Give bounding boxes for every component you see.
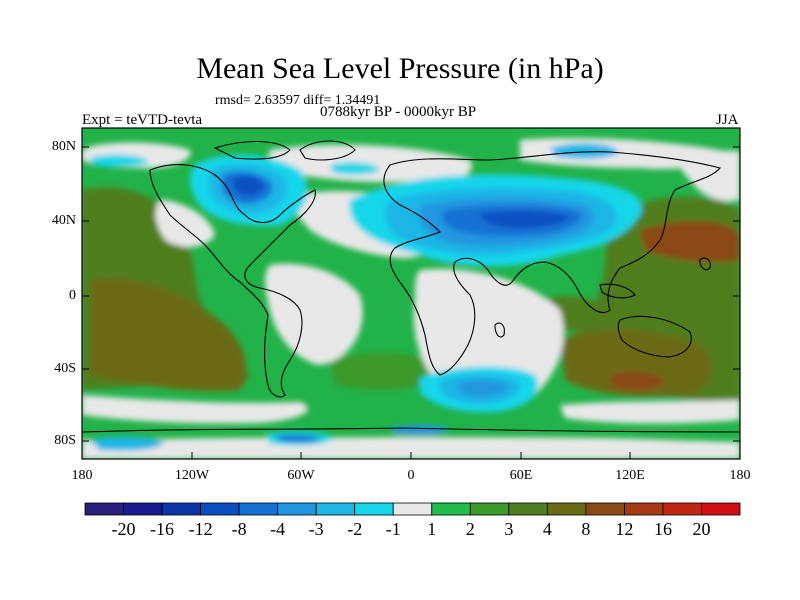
x-tick-label: 120E <box>615 468 645 483</box>
x-tick-label: 180 <box>71 468 93 483</box>
colorbar-label: -2 <box>347 519 363 539</box>
anomaly-region <box>82 437 740 459</box>
coastlines <box>82 140 740 433</box>
x-tick-label: 180 <box>729 468 751 483</box>
colorbar-swatch <box>431 502 471 516</box>
y-tick-label: 40N <box>51 213 76 228</box>
colorbar-label: 3 <box>504 519 514 539</box>
anomaly-region <box>330 162 380 175</box>
colorbar-label: 20 <box>692 519 711 539</box>
figure-title: Mean Sea Level Pressure (in hPa) <box>196 52 604 85</box>
colorbar-label: -20 <box>111 519 136 539</box>
colorbar-swatch <box>354 502 394 516</box>
anomaly-region <box>90 154 150 167</box>
anomaly-region <box>480 211 570 228</box>
colorbar-label: 16 <box>653 519 672 539</box>
colorbar-swatch <box>200 502 240 516</box>
y-tick-label: 0 <box>69 288 76 303</box>
anomaly-region <box>155 200 215 247</box>
y-tick-label: 80N <box>51 139 76 154</box>
colorbar-swatch <box>508 502 548 516</box>
anomaly-region <box>265 263 363 365</box>
colorbar-label: 4 <box>542 519 552 539</box>
colorbar-label: -3 <box>308 519 324 539</box>
anomaly-region <box>457 379 508 397</box>
experiment-label: Expt = teVTD-tevta <box>82 112 203 128</box>
x-tick-label: 120W <box>174 468 210 483</box>
anomaly-region <box>269 144 472 183</box>
colorbar-swatch <box>662 502 702 516</box>
anomaly-region <box>275 434 322 443</box>
colorbar-swatch <box>624 502 664 516</box>
anomaly-region <box>82 395 308 424</box>
y-ticks <box>82 146 740 442</box>
colorbar-label: -12 <box>188 519 213 539</box>
anomaly-region <box>610 371 665 390</box>
period-label: 0788kyr BP - 0000kyr BP <box>320 104 477 120</box>
anomaly-region <box>640 220 740 262</box>
y-tick-label: 80S <box>54 433 76 448</box>
colorbar-label: -1 <box>385 519 401 539</box>
season-label: JJA <box>716 112 739 128</box>
colorbar-swatch <box>392 502 433 516</box>
x-tick-label: 60W <box>287 468 315 483</box>
stats-label: rmsd= 2.63597 diff= 1.34491 <box>215 93 381 108</box>
anomaly-region <box>560 400 740 424</box>
colorbar-label: -16 <box>150 519 175 539</box>
colorbar-swatch <box>238 502 279 516</box>
colorbar-swatch <box>546 502 587 516</box>
colorbar-swatch <box>585 502 625 516</box>
colorbar-label: -4 <box>270 519 286 539</box>
y-tick-label: 40S <box>54 361 76 376</box>
x-tick-label: 60E <box>509 468 533 483</box>
colorbar-swatch <box>277 502 317 516</box>
colorbar-label: 1 <box>427 519 437 539</box>
colorbar-label: -8 <box>231 519 247 539</box>
anomaly-region <box>90 278 247 392</box>
colorbar-label: 8 <box>581 519 591 539</box>
colorbar-swatch <box>701 502 741 516</box>
colorbar-swatch <box>123 502 163 516</box>
anomaly-region <box>560 328 713 397</box>
colorbar-swatch <box>315 502 356 516</box>
anomaly-region <box>550 143 620 159</box>
colorbar-swatch <box>161 502 201 516</box>
anomaly-region <box>90 436 165 451</box>
colorbar-swatch <box>84 502 124 516</box>
anomaly-region <box>233 176 264 196</box>
colorbar-swatch <box>469 502 510 516</box>
colorbar-label: 12 <box>615 519 634 539</box>
colorbar-label: 2 <box>465 519 475 539</box>
x-tick-label: 0 <box>407 468 415 483</box>
x-ticks <box>81 452 741 459</box>
